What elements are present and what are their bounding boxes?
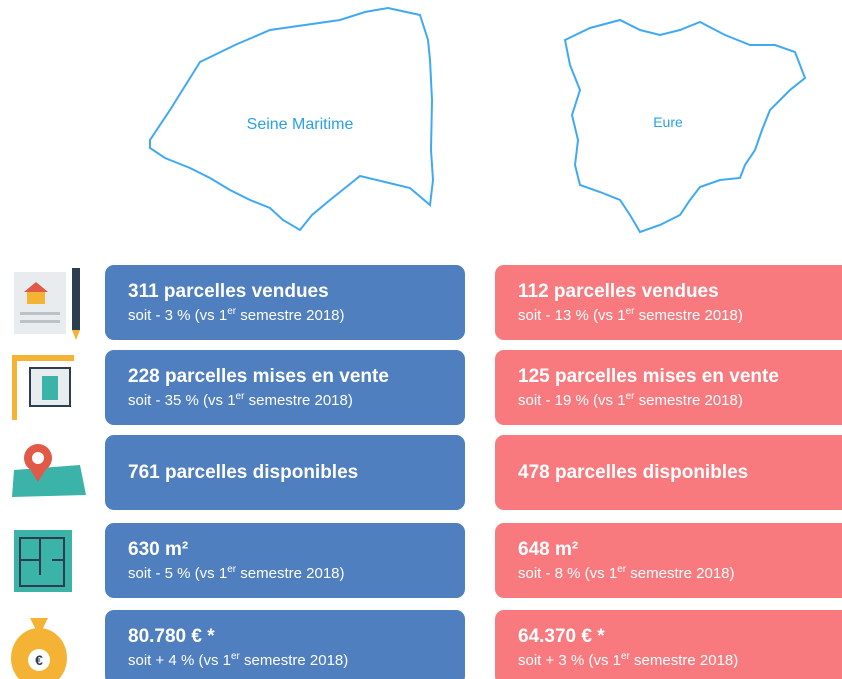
map-seine-maritime xyxy=(149,6,435,232)
subtitle-sup: er xyxy=(617,564,627,575)
stat-subtitle: soit - 35 % (vs 1er semestre 2018) xyxy=(128,391,465,409)
subtitle-sup: er xyxy=(235,391,245,402)
subtitle-text: semestre 2018) xyxy=(244,392,353,409)
subtitle-text: soit + 4 % (vs 1 xyxy=(128,652,231,669)
stat-title: 228 parcelles mises en vente xyxy=(128,366,389,387)
stat-subtitle: soit - 19 % (vs 1er semestre 2018) xyxy=(518,391,842,409)
subtitle-sup: er xyxy=(625,391,635,402)
subtitle-sup: er xyxy=(227,306,237,317)
subtitle-text: semestre 2018) xyxy=(634,307,743,324)
stat-subtitle: soit - 3 % (vs 1er semestre 2018) xyxy=(128,306,465,324)
stat-title: 761 parcelles disponibles xyxy=(128,461,359,483)
subtitle-text: soit - 19 % (vs 1 xyxy=(518,392,626,409)
map-label: Seine Maritime xyxy=(247,116,354,133)
stat-subtitle: soit + 4 % (vs 1er semestre 2018) xyxy=(128,651,465,669)
stat-title: 311 parcelles vendues xyxy=(128,281,329,302)
icon-for-sale xyxy=(12,355,74,420)
svg-text:€: € xyxy=(35,652,43,668)
stat-card: 80.780 € * soit + 4 % (vs 1er semestre 20… xyxy=(105,610,465,679)
stat-card: 630 m² soit - 5 % (vs 1er semestre 2018) xyxy=(105,523,465,598)
stat-card: 112 parcelles vendues soit - 13 % (vs 1er… xyxy=(495,265,842,340)
subtitle-text: soit - 3 % (vs 1 xyxy=(128,307,228,324)
subtitle-text: semestre 2018) xyxy=(239,652,349,669)
stat-subtitle: soit + 3 % (vs 1er semestre 2018) xyxy=(518,651,842,669)
stat-title: 125 parcelles mises en vente xyxy=(518,366,779,387)
subtitle-sup: er xyxy=(625,306,635,317)
subtitle-sup: er xyxy=(227,564,237,575)
icon-money-bag: € xyxy=(11,618,67,679)
stat-title: 648 m² xyxy=(518,539,579,560)
subtitle-text: semestre 2018) xyxy=(236,307,345,324)
icon-map-pin xyxy=(12,444,86,497)
subtitle-text: semestre 2018) xyxy=(236,565,345,582)
subtitle-text: semestre 2018) xyxy=(626,565,735,582)
stat-subtitle: soit - 5 % (vs 1er semestre 2018) xyxy=(128,564,465,582)
stat-card: 311 parcelles vendues soit - 3 % (vs 1er … xyxy=(105,265,465,340)
stat-title: 112 parcelles vendues xyxy=(518,281,719,302)
subtitle-sup: er xyxy=(620,651,630,662)
stat-subtitle: soit - 13 % (vs 1er semestre 2018) xyxy=(518,306,842,324)
stat-card: 648 m² soit - 8 % (vs 1er semestre 2018) xyxy=(495,523,842,598)
stat-title: 630 m² xyxy=(128,539,189,560)
map-label: Eure xyxy=(653,114,683,130)
map-eure xyxy=(563,18,807,234)
stat-title: 64.370 € * xyxy=(518,626,605,647)
subtitle-text: soit - 35 % (vs 1 xyxy=(128,392,236,409)
subtitle-text: semestre 2018) xyxy=(629,652,739,669)
subtitle-text: soit - 8 % (vs 1 xyxy=(518,565,618,582)
stat-subtitle: soit - 8 % (vs 1er semestre 2018) xyxy=(518,564,842,582)
stat-card: 64.370 € * soit + 3 % (vs 1er semestre 20… xyxy=(495,610,842,679)
stat-card: 228 parcelles mises en vente soit - 35 % … xyxy=(105,350,465,425)
stat-card: 478 parcelles disponibles xyxy=(495,435,842,510)
stat-card: 761 parcelles disponibles xyxy=(105,435,465,510)
icon-document xyxy=(14,268,80,340)
icon-floor-plan xyxy=(14,530,72,592)
subtitle-text: soit - 5 % (vs 1 xyxy=(128,565,228,582)
subtitle-text: soit + 3 % (vs 1 xyxy=(518,652,621,669)
subtitle-sup: er xyxy=(230,651,240,662)
stat-title: 80.780 € * xyxy=(128,626,215,647)
subtitle-text: soit - 13 % (vs 1 xyxy=(518,307,626,324)
stat-card: 125 parcelles mises en vente soit - 19 % … xyxy=(495,350,842,425)
stat-title: 478 parcelles disponibles xyxy=(518,461,749,483)
subtitle-text: semestre 2018) xyxy=(634,392,743,409)
